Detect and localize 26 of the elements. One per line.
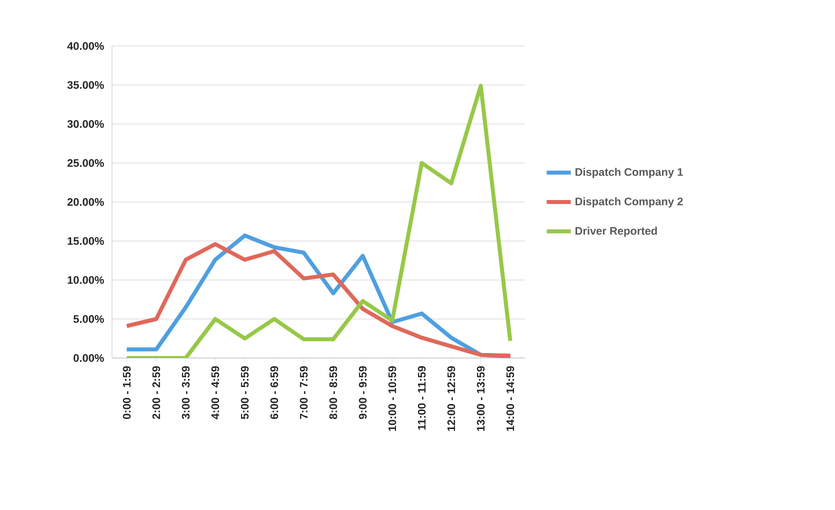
- x-tick-label: 6:00 - 6:59: [270, 366, 278, 419]
- legend-label: Dispatch Company 2: [576, 197, 683, 208]
- x-tick-label: 9:00 - 9:59: [358, 366, 367, 420]
- y-tick-label: 30.00%: [67, 120, 104, 128]
- x-tick-label: 7:00 - 7:59: [300, 366, 308, 419]
- y-tick-label: 15.00%: [68, 237, 104, 245]
- y-tick-label: 35.00%: [67, 81, 104, 89]
- x-tick-label: 0:00 - 1:59: [122, 366, 131, 419]
- y-tick-label: 20.00%: [67, 198, 104, 206]
- x-tick-label: 10:00 - 10:59: [388, 366, 396, 431]
- y-tick-label: 25.00%: [67, 159, 104, 167]
- y-tick-label: 0.00%: [74, 354, 104, 362]
- legend-label: Dispatch Company 1: [576, 168, 683, 178]
- x-tick-label: 8:00 - 8:59: [329, 366, 338, 420]
- y-tick-label: 5.00%: [74, 315, 104, 323]
- y-tick-label: 40.00%: [67, 42, 104, 50]
- x-tick-label: 14:00 - 14:59: [506, 366, 514, 431]
- x-tick-label: 2:00 - 2:59: [152, 366, 160, 420]
- x-tick-label: 3:00 - 3:59: [182, 366, 190, 420]
- legend-label: Driver Reported: [576, 226, 657, 237]
- x-tick-label: 12:00 - 12:59: [447, 366, 456, 431]
- x-tick-label: 4:00 - 4:59: [211, 366, 220, 420]
- x-tick-label: 5:00 - 5:59: [240, 366, 249, 420]
- y-tick-label: 10.00%: [68, 276, 104, 284]
- x-tick-label: 13:00 - 13:59: [476, 366, 485, 431]
- x-tick-label: 11:00 - 11:59: [418, 366, 426, 430]
